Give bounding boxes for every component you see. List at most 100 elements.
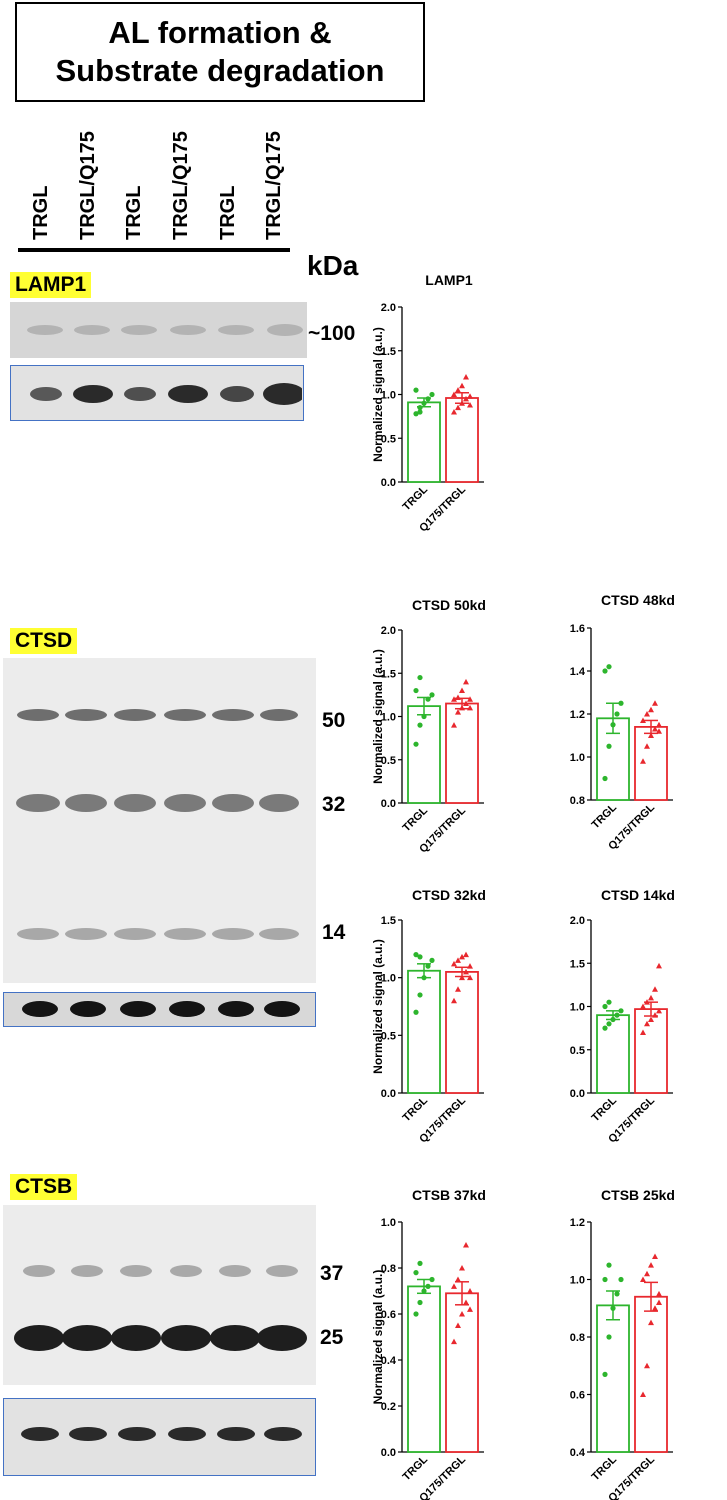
ctsb-25kd-point-q175 bbox=[656, 1290, 662, 1297]
lamp1-point-q175 bbox=[451, 391, 457, 397]
lamp1-point-trgl bbox=[413, 411, 419, 417]
ctsd-14kd-point-q175 bbox=[644, 1020, 650, 1027]
ctsd-14kd-xlabel-trgl: TRGL bbox=[589, 1094, 619, 1124]
ctsb-37kd-point-trgl bbox=[429, 1276, 435, 1283]
ctsb-37kd-point-trgl bbox=[413, 1270, 419, 1276]
ctsd-14kd-point-q175 bbox=[656, 962, 662, 969]
ctsd-50kd-point-q175 bbox=[455, 709, 461, 715]
ctsd-50kd-chart-title: CTSD 50kd bbox=[412, 597, 486, 613]
lamp1-ytick-label: 0.0 bbox=[381, 477, 396, 489]
ctsd-48kd-ytick-label: 1.6 bbox=[570, 623, 585, 635]
ctsd-50kd-point-q175 bbox=[451, 696, 457, 702]
ctsd-14kd-point-q175 bbox=[656, 1007, 662, 1014]
ctsb-25kd-bar-trgl bbox=[596, 1304, 630, 1453]
ctsb-37kd-ytick-label: 0.8 bbox=[381, 1263, 396, 1275]
ctsd-48kd-point-q175 bbox=[648, 706, 654, 713]
ctsd-48kd-point-q175 bbox=[652, 700, 658, 706]
ctsb-25kd-ytick-label: 0.8 bbox=[570, 1332, 585, 1344]
ctsd-14kd-ytick-label: 1.0 bbox=[570, 1002, 585, 1014]
ctsd-32kd-chart-title: CTSD 32kd bbox=[412, 887, 486, 903]
lamp1-chart-title: LAMP1 bbox=[425, 272, 473, 288]
ctsd-48kd-ytick-label: 1.0 bbox=[570, 752, 585, 764]
ctsd-marker-32: 32 bbox=[322, 793, 346, 816]
ctsd-32kd-point-trgl bbox=[417, 992, 423, 998]
ctsd-14kd-point-q175 bbox=[648, 994, 654, 1001]
ctsd-14kd-point-q175 bbox=[640, 1029, 646, 1035]
ctsd-48kd-ytick-label: 0.8 bbox=[570, 795, 585, 807]
ctsd-48kd-point-trgl bbox=[610, 722, 616, 728]
lamp1-point-trgl bbox=[421, 400, 427, 406]
ctsd-32kd-point-q175 bbox=[459, 974, 465, 981]
ctsb-37kd-point-trgl bbox=[413, 1311, 419, 1317]
lamp1-blot bbox=[10, 302, 307, 358]
ctsb-37kd-point-trgl bbox=[417, 1299, 423, 1306]
ctsd-14kd-point-q175 bbox=[640, 1003, 646, 1009]
ctsd-32kd-point-q175 bbox=[463, 951, 469, 958]
ctsb-37kd-point-q175 bbox=[467, 1306, 473, 1312]
ctsd-50kd-bar-q175 bbox=[445, 702, 479, 804]
ctsd-14kd-point-trgl bbox=[606, 999, 612, 1005]
ctsb-37kd-point-q175 bbox=[451, 1338, 457, 1345]
ctsd-48kd-point-q175 bbox=[652, 726, 658, 732]
ctsb-37kd-point-q175 bbox=[467, 1288, 473, 1294]
ctsd-32kd-bar-trgl bbox=[407, 969, 441, 1094]
ctsd-50kd-point-q175 bbox=[467, 696, 473, 702]
lamp1-point-trgl bbox=[429, 391, 435, 398]
ctsd-50kd-point-q175 bbox=[467, 704, 473, 711]
ctsd-32kd-point-q175 bbox=[467, 974, 473, 981]
lamp1-ytick-label: 1.0 bbox=[381, 390, 396, 402]
lamp1-bar-trgl bbox=[407, 401, 441, 483]
ctsd-48kd-ytick-label: 1.4 bbox=[570, 666, 586, 678]
ctsb-37kd-point-q175 bbox=[459, 1311, 465, 1317]
ctsb-37kd-point-q175 bbox=[455, 1322, 461, 1328]
ctsd-14kd-point-q175 bbox=[652, 986, 658, 992]
ctsd-14kd-ytick-label: 0.5 bbox=[570, 1045, 585, 1057]
kda-label: kDa bbox=[307, 250, 359, 281]
ctsd-48kd-point-trgl bbox=[602, 775, 608, 782]
ctsd-32kd-point-trgl bbox=[413, 1009, 419, 1015]
ctsb-label: CTSB bbox=[10, 1174, 78, 1200]
ctsb-25kd-point-trgl bbox=[602, 1276, 608, 1283]
lamp1-ytick-label: 0.5 bbox=[381, 433, 396, 445]
ctsb-loading-control bbox=[3, 1398, 316, 1476]
lamp1-point-q175 bbox=[463, 395, 469, 402]
ctsb-37kd-point-trgl bbox=[421, 1288, 427, 1294]
ctsd-50kd-point-q175 bbox=[463, 700, 469, 707]
lamp1-point-q175 bbox=[467, 402, 473, 408]
ctsb-25kd-point-q175 bbox=[644, 1362, 650, 1369]
ctsb-marker-25: 25 bbox=[320, 1326, 344, 1349]
ctsb-37kd-ytick-label: 0.6 bbox=[381, 1309, 396, 1321]
ctsd-32kd-ylabel: Normalized signal (a.u.) bbox=[371, 939, 385, 1074]
ctsd-14kd-bar-trgl bbox=[596, 1014, 630, 1094]
lamp1-point-trgl bbox=[413, 387, 419, 393]
ctsd-50kd-point-trgl bbox=[417, 674, 423, 681]
ctsd-48kd-point-q175 bbox=[640, 717, 646, 723]
lamp1-point-q175 bbox=[455, 404, 461, 411]
ctsd-50kd-point-q175 bbox=[451, 722, 457, 728]
lamp1-point-q175 bbox=[463, 374, 469, 380]
ctsb-25kd-point-q175 bbox=[640, 1276, 646, 1282]
ctsb-25kd-ytick-label: 0.6 bbox=[570, 1390, 585, 1402]
ctsb-25kd-point-trgl bbox=[610, 1305, 616, 1311]
lamp1-xlabel-trgl: TRGL bbox=[400, 483, 430, 513]
ctsd-50kd-ylabel: Normalized signal (a.u.) bbox=[371, 649, 385, 784]
lamp1-marker-100: ~100 bbox=[308, 322, 356, 345]
lamp1-point-q175 bbox=[459, 400, 465, 406]
ctsd-50kd-point-trgl bbox=[413, 687, 419, 694]
ctsd-14kd-bar-q175 bbox=[634, 1008, 668, 1094]
lane-label-6: TRGL/Q175 bbox=[263, 131, 285, 240]
ctsd-14kd-point-trgl bbox=[614, 1012, 620, 1018]
ctsd-32kd-point-q175 bbox=[459, 953, 465, 960]
ctsb-37kd-point-q175 bbox=[459, 1265, 465, 1271]
ctsd-14kd-chart-title: CTSD 14kd bbox=[601, 887, 675, 903]
ctsd-48kd-point-q175 bbox=[644, 743, 650, 749]
lamp1-point-q175 bbox=[459, 382, 465, 389]
ctsd-48kd-point-trgl bbox=[606, 664, 612, 670]
ctsd-50kd-ytick-label: 1.0 bbox=[381, 712, 396, 724]
ctsd-14kd-point-trgl bbox=[602, 1003, 608, 1010]
ctsd-32kd-ytick-label: 1.5 bbox=[381, 915, 396, 927]
ctsd-50kd-point-trgl bbox=[429, 692, 435, 698]
ctsd-48kd-xlabel-trgl: TRGL bbox=[589, 801, 619, 831]
